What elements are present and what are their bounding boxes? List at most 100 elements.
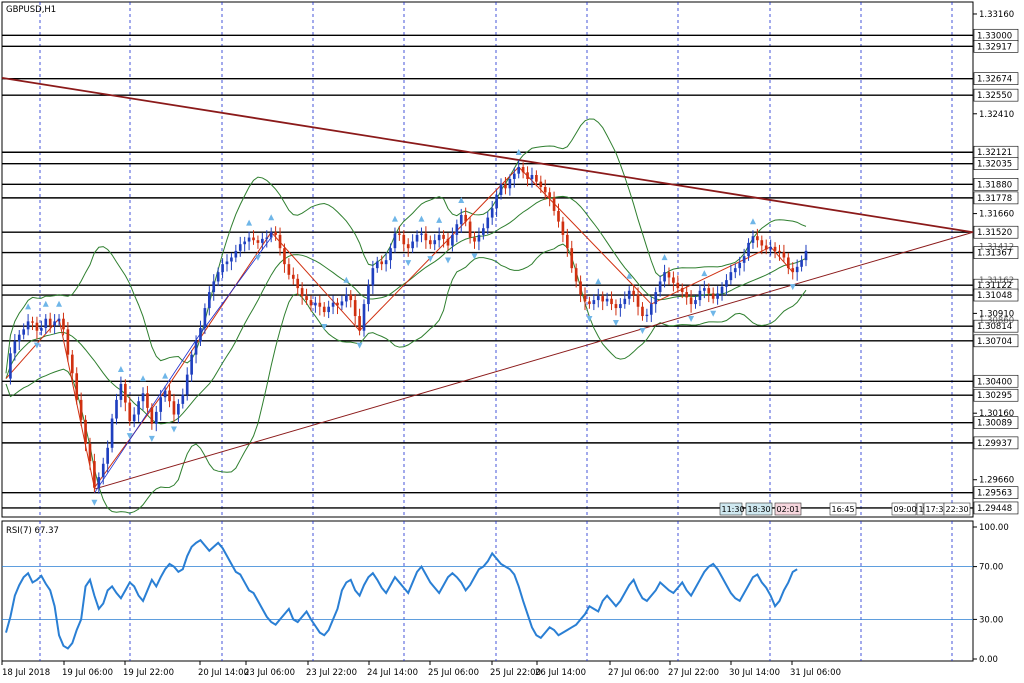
- fractal-down-arrow: [321, 324, 328, 331]
- fractal-down-arrow: [254, 254, 261, 261]
- candle-body: [698, 290, 702, 301]
- level-label: 1.31520: [977, 228, 1012, 238]
- candle-body: [676, 282, 680, 289]
- candle-body: [216, 272, 220, 282]
- candle-body: [614, 304, 618, 309]
- candle-body: [747, 242, 750, 257]
- candle-body: [561, 221, 565, 235]
- level-label-box: [973, 436, 1019, 450]
- rsi-tick-label: 0.00: [979, 655, 998, 665]
- candle-body: [17, 334, 21, 342]
- candle-body: [605, 298, 609, 302]
- session-label: 18:30: [748, 505, 771, 514]
- candle-body: [190, 354, 193, 375]
- candle-body: [468, 221, 472, 238]
- candle-body: [800, 260, 803, 267]
- candle-body: [154, 411, 158, 424]
- level-label-box: [973, 374, 1019, 388]
- level-label-box: [973, 334, 1019, 348]
- candle-body: [22, 329, 26, 335]
- candle-body: [627, 290, 631, 299]
- level-label: 1.33000: [977, 31, 1012, 41]
- candle-body: [243, 241, 246, 245]
- candle-body: [548, 192, 551, 198]
- level-label-box: [973, 157, 1019, 170]
- candle-body: [733, 268, 737, 273]
- level-label-box: [973, 178, 1019, 191]
- candle-body: [451, 234, 454, 246]
- candle-body: [716, 293, 719, 299]
- candle-body: [689, 297, 693, 305]
- swing-line: [94, 237, 272, 494]
- fractal-down-arrow: [612, 320, 619, 327]
- level-label: 1.29563: [977, 489, 1012, 499]
- candle-body: [238, 244, 242, 251]
- rsi-panel: 100.00 70.00 30.00 0.00: [2, 523, 1009, 665]
- fractal-up-arrow: [246, 219, 253, 226]
- candle-body: [380, 261, 384, 265]
- candle-body: [685, 292, 688, 298]
- candle-body: [106, 447, 109, 464]
- candle-body: [66, 329, 70, 355]
- level-label-box: [973, 501, 1019, 515]
- rsi-tick-label: 100.00: [979, 523, 1009, 533]
- candle-body: [557, 210, 560, 222]
- candle-body: [269, 232, 273, 238]
- candle-body: [649, 304, 653, 315]
- candle-body: [88, 443, 92, 462]
- candle-body: [168, 390, 171, 402]
- candle-body: [764, 245, 768, 250]
- candle-body: [331, 302, 335, 307]
- fractal-down-arrow: [688, 316, 695, 323]
- level-label-box: [973, 388, 1019, 402]
- candle-body: [751, 236, 755, 243]
- candle-body: [459, 214, 463, 225]
- candle-body: [283, 248, 286, 265]
- candle-body: [291, 274, 295, 279]
- candle-body: [75, 373, 79, 400]
- candle-body: [177, 403, 180, 415]
- candle-body: [756, 236, 759, 241]
- candle-body: [314, 302, 317, 306]
- candle-body: [185, 374, 189, 395]
- candle-body: [137, 401, 140, 415]
- candle-body: [345, 294, 348, 302]
- candle-body: [207, 292, 211, 309]
- fractal-down-arrow: [170, 426, 177, 433]
- chart-frame: [1, 1, 974, 662]
- candle-body: [530, 174, 534, 179]
- candle-body: [411, 241, 414, 249]
- fractal-down-arrow: [444, 257, 451, 264]
- candle-body: [327, 306, 330, 313]
- candle-body: [610, 298, 613, 305]
- candle-body: [252, 237, 255, 241]
- fractal-up-arrow: [117, 365, 124, 372]
- candle-body: [720, 286, 724, 294]
- price-tick-label: 1.32410: [979, 110, 1014, 120]
- candle-body: [384, 260, 388, 265]
- candlesticks: [9, 159, 808, 494]
- candle-body: [795, 266, 799, 273]
- level-label: 1.30814: [977, 322, 1012, 332]
- price-tick-label: 1.30160: [979, 409, 1014, 419]
- candle-body: [389, 248, 392, 261]
- candle-body: [769, 246, 772, 250]
- candle-body: [132, 414, 136, 422]
- fractal-up-arrow: [458, 196, 465, 203]
- candle-body: [490, 208, 494, 218]
- time-tick-label: 19 Jul 06:00: [62, 668, 113, 678]
- candle-body: [375, 261, 379, 269]
- candle-body: [93, 461, 96, 488]
- candle-body: [26, 321, 30, 330]
- candle-body: [141, 393, 145, 402]
- candle-body: [495, 194, 498, 209]
- candle-body: [234, 250, 238, 258]
- candle-body: [729, 272, 733, 281]
- candle-body: [393, 233, 397, 249]
- level-label: 1.30295: [977, 391, 1012, 401]
- level-label-box: [973, 246, 1019, 259]
- candle-body: [437, 234, 441, 241]
- fractal-down-arrow: [710, 310, 717, 317]
- candle-body: [309, 300, 313, 306]
